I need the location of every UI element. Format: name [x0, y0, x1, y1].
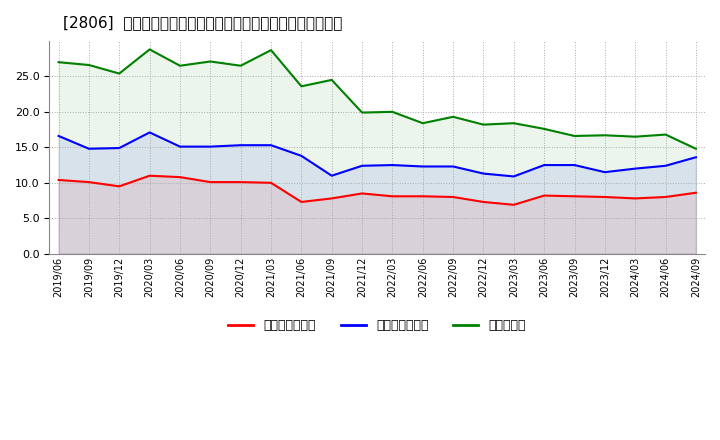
Text: [2806]  売上債権回転率、買入債務回転率、在庫回転率の推移: [2806] 売上債権回転率、買入債務回転率、在庫回転率の推移	[63, 15, 342, 30]
Legend: 売上債権回転率, 買入債務回転率, 在庫回転率: 売上債権回転率, 買入債務回転率, 在庫回転率	[223, 314, 531, 337]
